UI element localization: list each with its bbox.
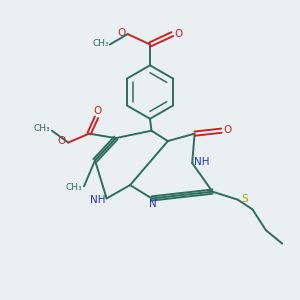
Text: N: N xyxy=(149,200,157,209)
Text: O: O xyxy=(58,136,66,146)
Text: O: O xyxy=(175,29,183,39)
Text: CH₃: CH₃ xyxy=(92,38,109,47)
Text: S: S xyxy=(241,194,247,204)
Text: O: O xyxy=(118,28,126,38)
Text: NH: NH xyxy=(90,195,105,205)
Text: O: O xyxy=(94,106,102,116)
Text: O: O xyxy=(224,125,232,135)
Text: CH₃: CH₃ xyxy=(33,124,50,133)
Text: CH₃: CH₃ xyxy=(65,183,82,192)
Text: NH: NH xyxy=(194,157,209,166)
